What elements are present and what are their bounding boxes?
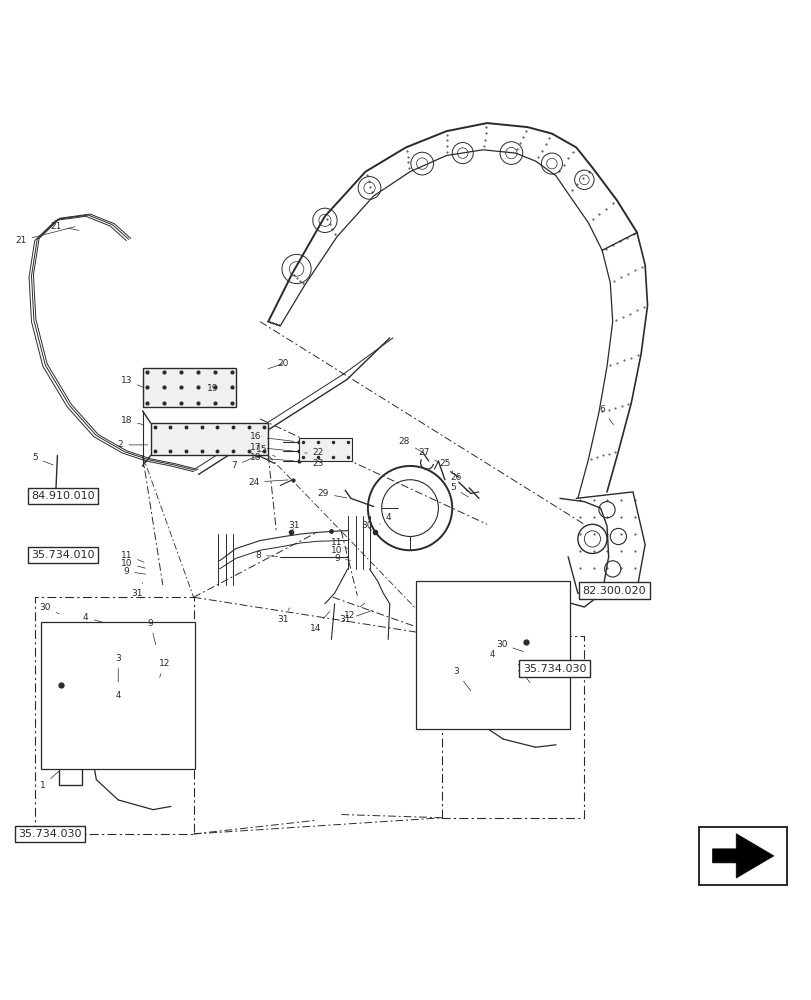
Text: 5: 5	[32, 453, 54, 465]
Text: 3: 3	[115, 654, 121, 682]
Text: 31: 31	[288, 521, 299, 531]
Text: 4: 4	[83, 613, 103, 622]
Text: 31: 31	[339, 610, 372, 624]
Text: 3: 3	[453, 667, 470, 691]
Text: 4: 4	[490, 650, 495, 659]
Text: 7: 7	[231, 457, 255, 470]
FancyBboxPatch shape	[41, 622, 195, 769]
Text: 18: 18	[121, 416, 144, 425]
Text: 35.734.030: 35.734.030	[522, 664, 586, 674]
Text: 35.734.030: 35.734.030	[19, 829, 82, 839]
Text: 9: 9	[123, 567, 145, 576]
Text: 20: 20	[277, 359, 288, 368]
Text: 14: 14	[309, 612, 329, 633]
Text: 21: 21	[15, 227, 75, 245]
Text: 22: 22	[304, 448, 324, 457]
Text: 17: 17	[250, 443, 294, 452]
FancyBboxPatch shape	[415, 581, 569, 729]
Text: 6: 6	[599, 405, 613, 425]
FancyBboxPatch shape	[526, 649, 548, 704]
Text: 11: 11	[331, 538, 347, 549]
Text: 21: 21	[50, 222, 79, 231]
Text: 24: 24	[247, 478, 288, 487]
Text: 27: 27	[418, 448, 437, 462]
FancyBboxPatch shape	[151, 423, 268, 455]
Text: 31: 31	[277, 608, 290, 624]
Text: 12: 12	[343, 603, 364, 620]
Polygon shape	[712, 834, 773, 878]
FancyBboxPatch shape	[59, 730, 82, 785]
FancyBboxPatch shape	[143, 368, 235, 407]
Text: 16: 16	[250, 432, 294, 441]
Text: 11: 11	[121, 551, 144, 562]
Text: 1: 1	[516, 664, 530, 683]
Text: 10: 10	[121, 559, 145, 568]
Text: 9: 9	[148, 619, 156, 645]
Text: 9: 9	[334, 554, 350, 563]
Text: 23: 23	[304, 459, 324, 468]
Text: 30: 30	[496, 640, 522, 652]
Text: 25: 25	[439, 459, 453, 472]
Text: 13: 13	[121, 376, 142, 387]
Text: 28: 28	[398, 437, 421, 452]
Text: 2: 2	[118, 440, 148, 449]
Text: 8: 8	[255, 551, 277, 560]
FancyBboxPatch shape	[698, 827, 786, 885]
Text: 5: 5	[449, 483, 468, 497]
Text: 30: 30	[361, 521, 372, 530]
Text: 18: 18	[250, 453, 294, 462]
Text: 4: 4	[380, 513, 391, 524]
Text: 35.734.010: 35.734.010	[32, 550, 95, 560]
Text: 84.910.010: 84.910.010	[32, 491, 95, 501]
Text: 12: 12	[159, 659, 170, 677]
Text: 29: 29	[317, 489, 346, 498]
FancyBboxPatch shape	[298, 438, 351, 461]
Text: 19: 19	[207, 384, 218, 393]
Text: 1: 1	[40, 771, 59, 790]
Text: 15: 15	[255, 445, 275, 457]
Text: 4: 4	[115, 691, 121, 700]
Text: 30: 30	[40, 603, 59, 614]
Text: 31: 31	[131, 583, 143, 598]
Text: 10: 10	[331, 546, 348, 555]
Text: 82.300.020: 82.300.020	[582, 586, 646, 596]
Text: 26: 26	[450, 473, 467, 491]
